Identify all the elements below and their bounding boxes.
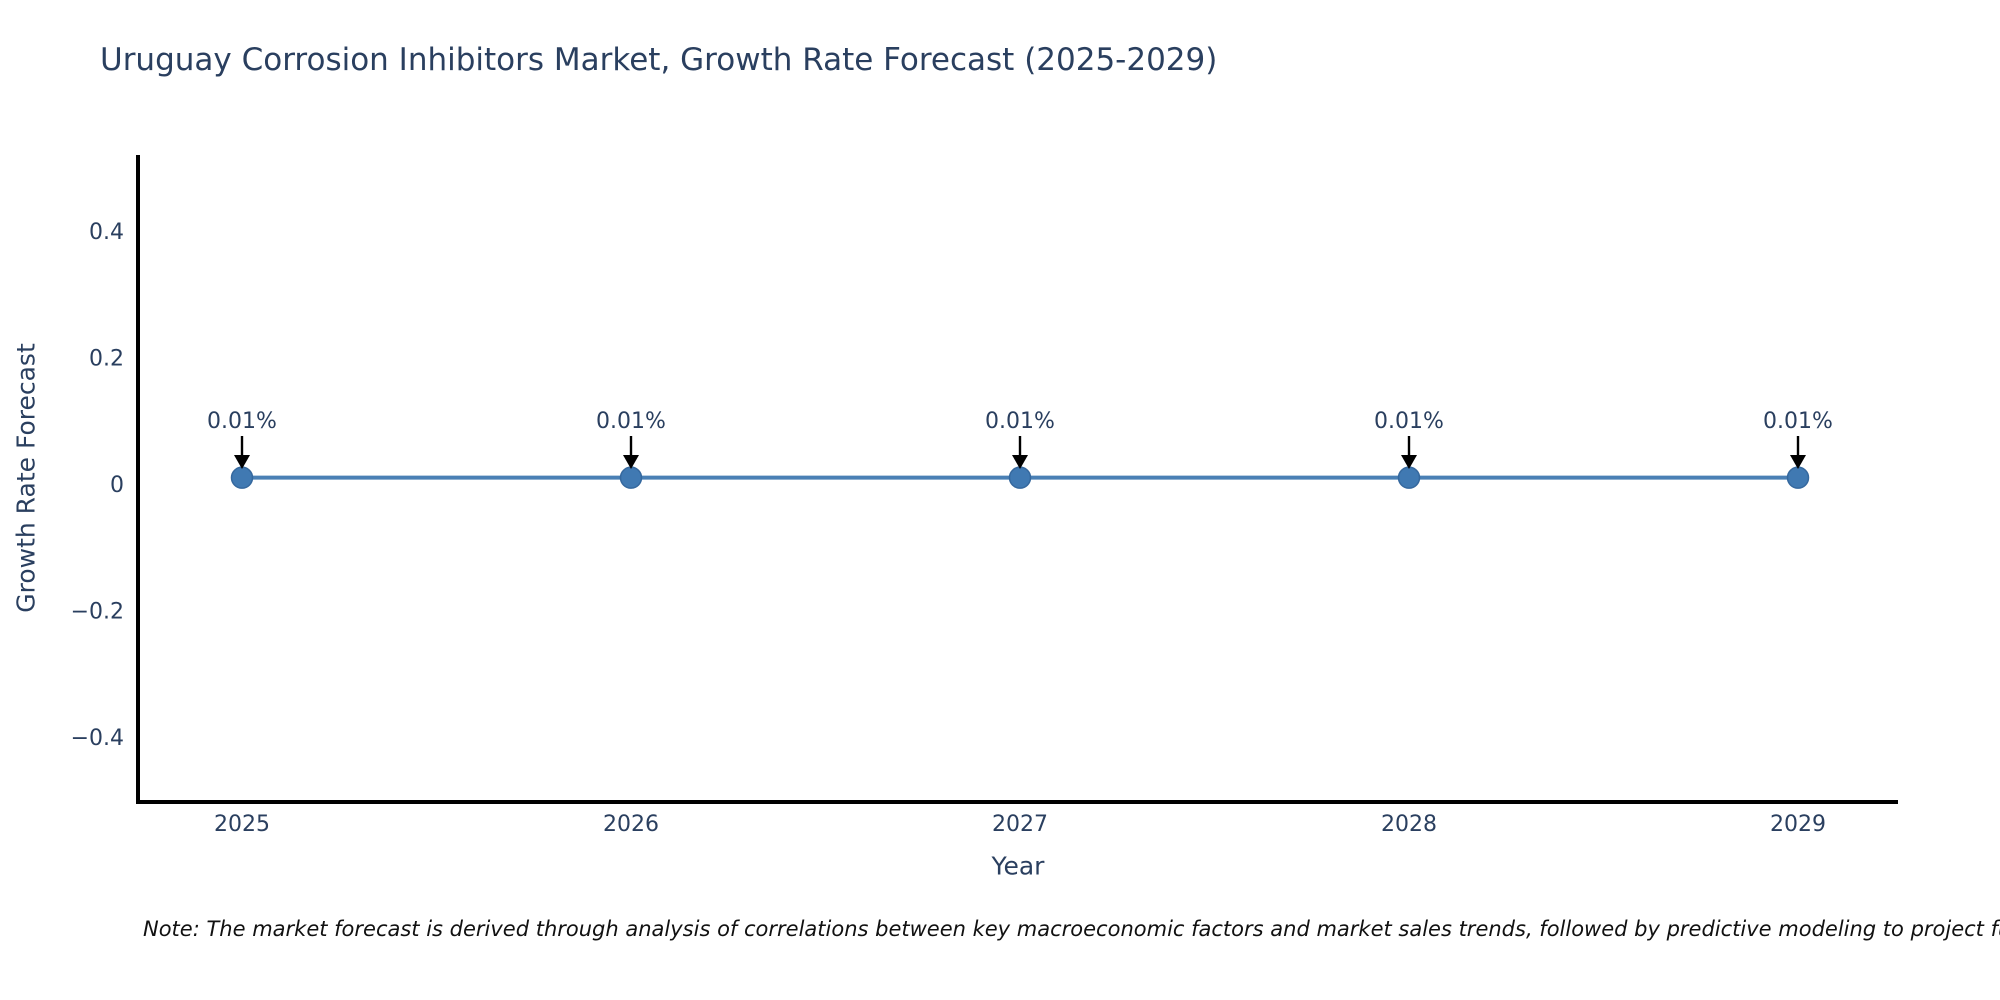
annotation-arrow-head xyxy=(1790,455,1806,469)
y-tick-label: 0.2 xyxy=(89,347,124,372)
data-point-marker xyxy=(1397,466,1421,489)
y-tick-label: 0 xyxy=(110,473,124,498)
chart-title: Uruguay Corrosion Inhibitors Market, Gro… xyxy=(100,42,1218,78)
x-tick-label: 2026 xyxy=(603,812,659,837)
annotation-label: 0.01% xyxy=(1374,409,1444,434)
x-tick-label: 2028 xyxy=(1381,812,1437,837)
annotation-label: 0.01% xyxy=(207,409,277,434)
annotation-arrow-head xyxy=(1012,455,1028,469)
annotation-label: 0.01% xyxy=(1763,409,1833,434)
x-tick-label: 2027 xyxy=(992,812,1048,837)
annotation-label: 0.01% xyxy=(596,409,666,434)
y-tick-label: −0.2 xyxy=(71,600,124,625)
data-point-marker xyxy=(1786,466,1810,489)
x-axis-title: Year xyxy=(991,851,1045,881)
data-point-marker xyxy=(619,466,643,489)
x-tick-label: 2029 xyxy=(1770,812,1826,837)
annotation-arrow-head xyxy=(1401,455,1417,469)
y-tick-label: 0.4 xyxy=(89,220,124,245)
data-point-marker xyxy=(1008,466,1032,489)
footnote: Note: The market forecast is derived thr… xyxy=(143,917,2000,941)
axes-spines xyxy=(136,155,1898,804)
y-tick-label: −0.4 xyxy=(71,726,124,751)
annotation-arrow-head xyxy=(234,455,250,469)
annotation-label: 0.01% xyxy=(985,409,1055,434)
data-point-marker xyxy=(230,466,254,489)
annotation-arrow-head xyxy=(623,455,639,469)
x-tick-label: 2025 xyxy=(214,812,270,837)
